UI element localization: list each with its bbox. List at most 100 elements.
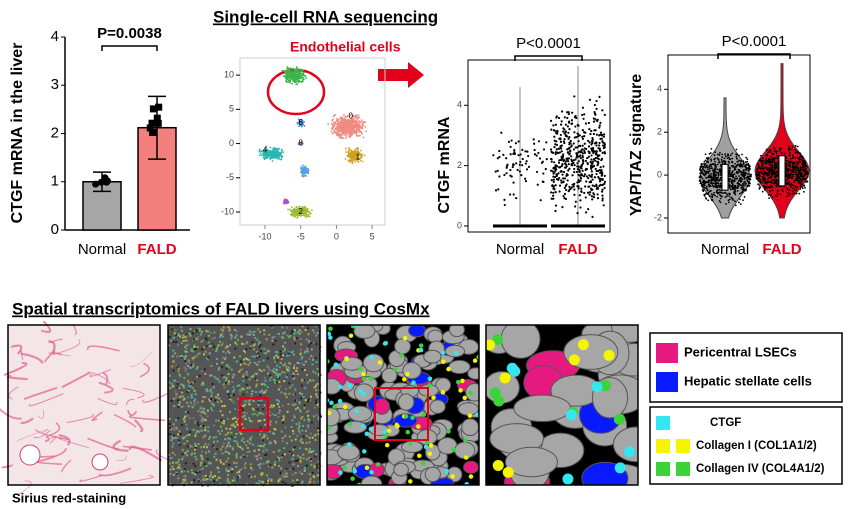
transcript — [316, 331, 319, 334]
cell-dot — [593, 176, 597, 179]
cell-dot — [300, 166, 303, 169]
transcript — [176, 382, 179, 385]
cell — [610, 325, 638, 343]
transcript — [451, 447, 457, 452]
transcript — [255, 385, 258, 388]
cell-dot — [304, 216, 307, 219]
transcript — [198, 352, 201, 355]
transcript — [228, 438, 231, 441]
cell-dot — [776, 192, 779, 195]
transcript — [201, 417, 204, 420]
transcript — [180, 470, 183, 473]
cell-dot — [601, 141, 605, 144]
cell-dot — [592, 192, 595, 195]
cell-dot — [304, 207, 307, 209]
transcript — [195, 347, 198, 350]
transcript — [296, 479, 299, 482]
transcript — [192, 363, 195, 366]
transcript — [169, 472, 172, 475]
transcript — [211, 403, 214, 406]
cell-dot — [701, 177, 704, 180]
cell-dot — [710, 147, 713, 150]
transcript — [197, 410, 200, 413]
transcript — [258, 343, 261, 346]
transcript — [186, 445, 189, 448]
transcript — [217, 368, 220, 371]
cell-dot — [305, 77, 307, 80]
transcript — [316, 403, 319, 406]
transcript — [247, 333, 250, 336]
cell-dot — [298, 208, 301, 211]
cell-dot — [709, 163, 712, 166]
transcript — [233, 394, 236, 397]
cell-dot — [302, 206, 305, 209]
transcript — [250, 393, 253, 396]
transcript — [205, 419, 208, 422]
cell-dot — [595, 144, 598, 147]
cell-dot — [733, 187, 736, 190]
transcript — [181, 329, 184, 332]
cell-dot — [334, 113, 337, 116]
transcript — [258, 412, 261, 415]
cell-dot — [587, 155, 591, 158]
cell-dot — [750, 175, 752, 178]
cell-dot — [517, 140, 520, 143]
transcript — [290, 351, 293, 354]
transcript — [183, 376, 186, 379]
transcript — [259, 466, 262, 469]
cell-dot — [734, 200, 736, 203]
transcript — [273, 367, 276, 370]
transcript — [258, 360, 261, 363]
fiber — [122, 387, 145, 399]
transcript — [187, 359, 190, 362]
transcript — [278, 373, 281, 376]
transcript — [242, 379, 245, 382]
transcript — [252, 333, 255, 336]
cell-dot — [525, 168, 529, 171]
cell-dot — [568, 128, 571, 131]
cell-dot — [349, 114, 351, 117]
transcript — [172, 468, 175, 471]
transcript — [268, 442, 271, 445]
transcript — [185, 347, 188, 350]
cell-dot — [291, 69, 294, 72]
transcript — [171, 365, 174, 368]
cell-dot — [718, 169, 721, 172]
cell-dot — [339, 135, 342, 138]
cell-dot — [330, 122, 333, 125]
transcript — [257, 399, 260, 402]
transcript — [306, 347, 309, 350]
transcript — [231, 446, 234, 449]
cell-dot — [360, 155, 363, 158]
cell-dot — [578, 134, 581, 137]
transcript — [189, 431, 192, 434]
cell-dot — [561, 155, 565, 158]
cell-dot — [502, 153, 505, 156]
transcript — [196, 327, 199, 330]
transcript — [243, 463, 246, 466]
transcript — [205, 465, 208, 468]
transcript — [250, 436, 253, 439]
cell-dot — [747, 162, 750, 165]
cell-dot — [342, 121, 345, 124]
transcript — [344, 356, 349, 362]
umap-frame — [239, 57, 386, 226]
transcript — [198, 470, 201, 473]
transcript — [283, 475, 286, 478]
cell-dot — [744, 174, 746, 177]
cell-dot — [592, 120, 596, 123]
cell-dot — [731, 152, 734, 155]
transcript — [265, 448, 268, 451]
cell-dot — [579, 144, 582, 147]
transcript — [232, 390, 235, 393]
cell-dot — [749, 168, 752, 170]
cell-dot — [738, 154, 740, 157]
transcript — [310, 463, 313, 466]
transcript — [209, 389, 212, 392]
transcript — [309, 473, 312, 476]
transcript — [190, 453, 193, 456]
cell-dot — [703, 179, 706, 182]
transcript — [314, 372, 317, 375]
cell-dot — [554, 175, 557, 179]
transcript — [266, 437, 269, 440]
